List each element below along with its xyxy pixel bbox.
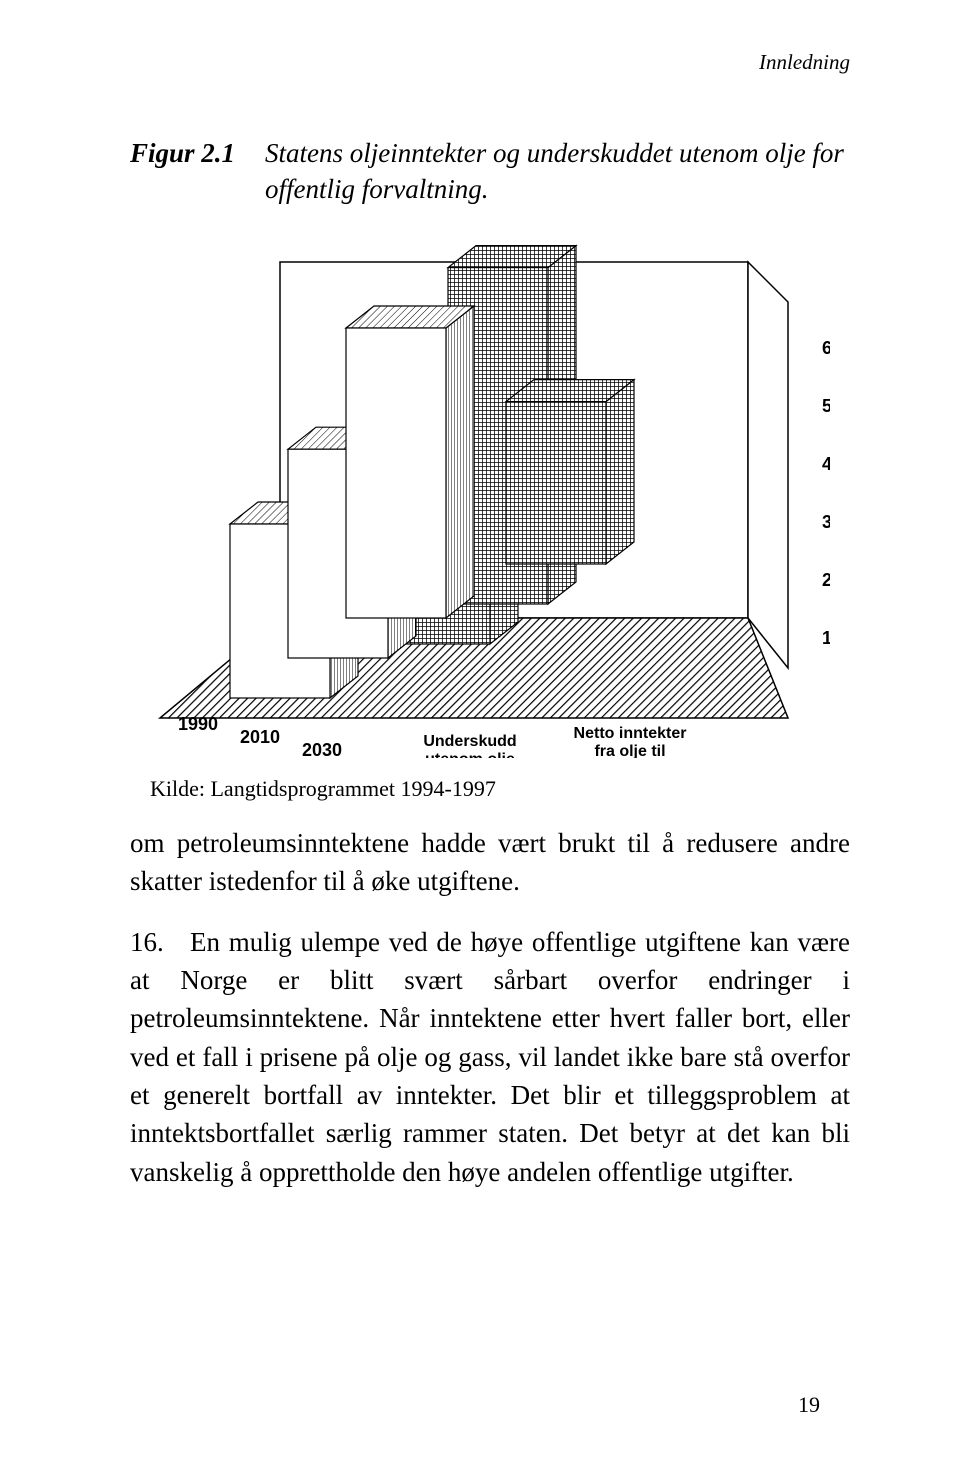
section-name: Innledning	[759, 50, 850, 74]
svg-text:5: 5	[822, 396, 830, 416]
figure-number: Figur 2.1	[130, 135, 235, 208]
svg-text:2030: 2030	[302, 740, 342, 758]
figure-caption: Figur 2.1 Statens oljeinntekter og under…	[130, 135, 850, 208]
svg-text:Underskudd: Underskudd	[423, 733, 516, 750]
chart-3d-bar: 123456Prosent av BNP199020102030Undersku…	[130, 238, 850, 758]
chart-svg: 123456Prosent av BNP199020102030Undersku…	[130, 238, 830, 758]
figure-source: Kilde: Langtidsprogrammet 1994-1997	[150, 776, 850, 802]
svg-text:utenom olje: utenom olje	[425, 751, 515, 758]
page-number: 19	[798, 1392, 820, 1418]
paragraph: 16.En mulig ulempe ved de høye offentlig…	[130, 923, 850, 1191]
svg-text:3: 3	[822, 512, 830, 532]
figure-title: Statens oljeinntekter og underskuddet ut…	[265, 135, 850, 208]
paragraph: om petroleumsinntektene hadde vært brukt…	[130, 824, 850, 901]
svg-text:6: 6	[822, 338, 830, 358]
svg-text:1990: 1990	[178, 714, 218, 734]
svg-text:1: 1	[822, 628, 830, 648]
svg-text:2010: 2010	[240, 727, 280, 747]
svg-text:2: 2	[822, 570, 830, 590]
svg-text:fra olje til: fra olje til	[594, 743, 665, 758]
svg-text:Netto inntekter: Netto inntekter	[574, 725, 687, 742]
svg-text:4: 4	[822, 454, 830, 474]
body-text: om petroleumsinntektene hadde vært brukt…	[130, 824, 850, 1191]
running-header: Innledning	[130, 50, 850, 75]
